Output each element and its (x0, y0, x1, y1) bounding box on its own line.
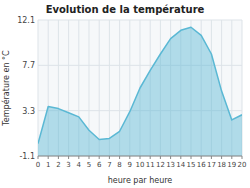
x-tick (231, 156, 232, 159)
x-tick (160, 156, 161, 159)
x-tick-label: 10 (136, 161, 145, 169)
x-tick-label: 2 (56, 161, 60, 169)
grid-line-x (109, 20, 110, 156)
x-tick-label: 4 (77, 161, 82, 169)
x-tick (180, 156, 181, 159)
x-tick-label: 5 (87, 161, 91, 169)
x-tick-label: 19 (227, 161, 236, 169)
x-tick (170, 156, 171, 159)
grid-line-x (99, 20, 100, 156)
x-tick-label: 9 (128, 161, 132, 169)
x-ticks: 01234567891011121314151617181920 (36, 156, 247, 169)
x-tick-label: 6 (97, 161, 102, 169)
x-tick-label: 11 (146, 161, 155, 169)
x-tick (140, 156, 141, 159)
x-tick-label: 14 (176, 161, 185, 169)
x-tick-label: 12 (156, 161, 165, 169)
y-ticks: -1.1 3.3 7.7 12.1 (17, 16, 35, 161)
chart-container: -1.13.37.712.101234567891011121314151617… (0, 0, 250, 188)
x-tick-label: 20 (238, 161, 247, 169)
x-tick-label: 0 (36, 161, 40, 169)
x-tick-label: 16 (197, 161, 206, 169)
x-tick-label: 15 (187, 161, 196, 169)
y-tick-label: 3.3 (22, 107, 35, 116)
series (38, 27, 242, 156)
y-tick-label: 12.1 (17, 16, 35, 25)
y-axis-label: Température en °C (1, 50, 11, 127)
x-tick (99, 156, 100, 159)
y-tick-label: -1.1 (19, 152, 35, 161)
x-tick (150, 156, 151, 159)
x-tick-label: 13 (166, 161, 175, 169)
x-tick (78, 156, 79, 159)
x-tick-label: 8 (117, 161, 121, 169)
x-tick-label: 1 (46, 161, 50, 169)
x-tick (89, 156, 90, 159)
plot-area (38, 20, 242, 156)
x-tick (201, 156, 202, 159)
x-tick (242, 156, 243, 159)
x-tick (119, 156, 120, 159)
x-tick-label: 17 (207, 161, 216, 169)
x-tick-label: 3 (66, 161, 70, 169)
x-tick (48, 156, 49, 159)
x-tick (221, 156, 222, 159)
x-tick-label: 7 (107, 161, 111, 169)
x-tick (58, 156, 59, 159)
x-axis-label: heure par heure (108, 176, 173, 185)
chart: -1.13.37.712.101234567891011121314151617… (0, 0, 250, 188)
grid (38, 20, 242, 156)
area (38, 27, 242, 156)
grid-line-x (38, 20, 39, 156)
y-tick-label: 7.7 (22, 61, 35, 70)
x-tick (191, 156, 192, 159)
x-tick (38, 156, 39, 159)
x-tick (211, 156, 212, 159)
title: Evolution de la température (46, 4, 205, 15)
x-tick (109, 156, 110, 159)
x-tick (129, 156, 130, 159)
x-tick-label: 18 (217, 161, 226, 169)
x-tick (68, 156, 69, 159)
line (38, 27, 242, 143)
